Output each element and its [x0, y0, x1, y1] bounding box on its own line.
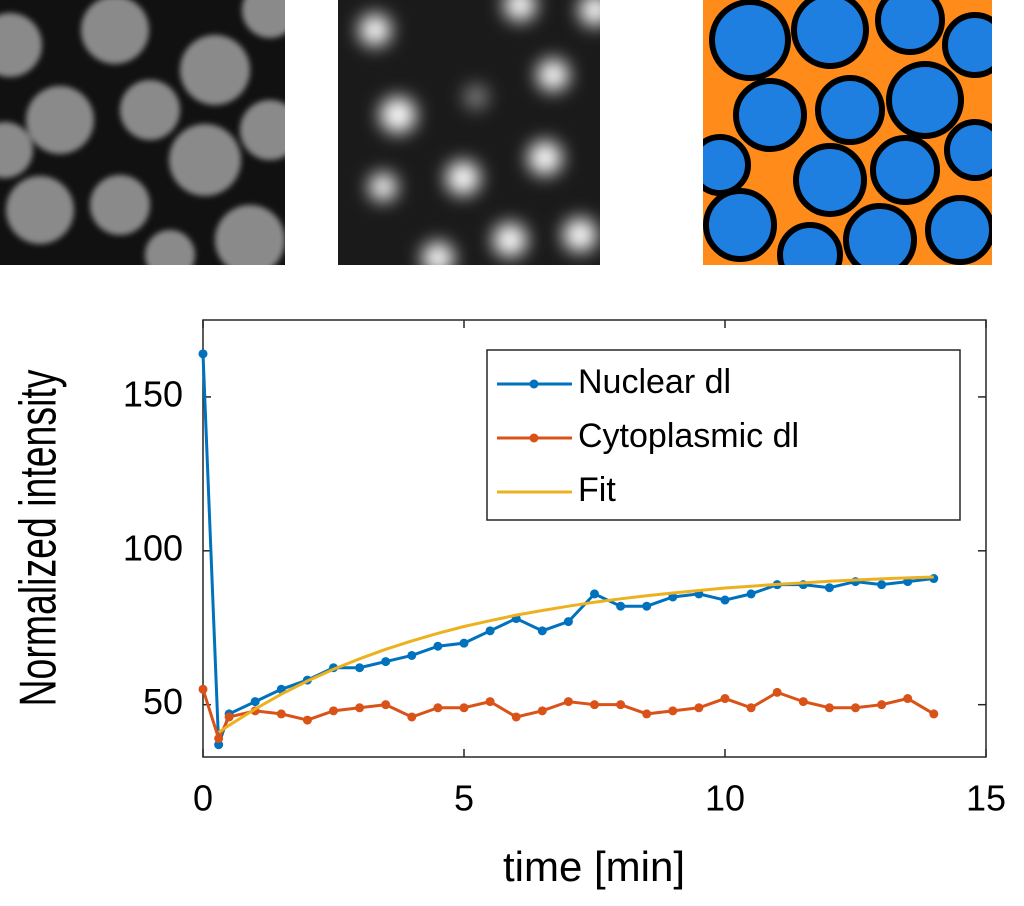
image-nuclei — [338, 0, 600, 265]
data-point — [590, 589, 599, 599]
data-point — [668, 592, 678, 602]
data-point — [746, 703, 756, 713]
x-tick-label: 5 — [454, 778, 474, 819]
data-point — [929, 709, 939, 719]
data-point — [668, 706, 678, 716]
x-tick-label: 0 — [193, 778, 213, 819]
legend-label: Fit — [578, 471, 616, 509]
series-line — [201, 688, 935, 743]
data-point — [642, 709, 652, 719]
legend-label: Nuclear dl — [578, 363, 731, 401]
data-point — [616, 700, 626, 710]
y-tick-label: 150 — [123, 373, 183, 414]
data-point — [903, 694, 913, 704]
data-point — [381, 657, 391, 667]
data-point — [214, 734, 224, 744]
data-point — [459, 703, 469, 713]
image-segmentation — [703, 0, 992, 265]
data-point — [355, 663, 365, 673]
data-point — [485, 697, 495, 707]
data-point — [459, 638, 469, 648]
data-point — [720, 694, 730, 704]
data-point — [537, 706, 547, 716]
x-tick-label: 10 — [705, 778, 745, 819]
data-point — [642, 601, 652, 611]
data-point — [563, 617, 573, 627]
data-point — [198, 349, 208, 359]
data-point — [381, 700, 391, 710]
image-raw — [0, 0, 285, 265]
data-point — [433, 703, 443, 713]
data-point — [720, 595, 730, 605]
data-point — [407, 712, 417, 722]
data-point — [824, 583, 834, 593]
data-point — [877, 700, 887, 710]
x-tick-label: 15 — [966, 778, 1006, 819]
legend-marker — [529, 379, 539, 389]
data-point — [511, 712, 521, 722]
series-line — [217, 575, 934, 734]
data-point — [224, 712, 234, 722]
data-point — [694, 703, 704, 713]
data-point — [355, 703, 365, 713]
data-point — [214, 740, 224, 750]
data-point — [433, 641, 443, 651]
data-point — [590, 700, 599, 710]
data-point — [851, 703, 860, 713]
data-point — [198, 684, 208, 694]
data-point — [746, 589, 756, 599]
data-point — [824, 703, 834, 713]
data-point — [302, 715, 312, 725]
y-tick-label: 100 — [123, 527, 183, 568]
data-point — [485, 626, 495, 636]
legend-marker — [529, 433, 539, 443]
x-axis-label: time [min] — [503, 843, 685, 890]
axes-box — [202, 319, 987, 758]
data-point — [798, 697, 808, 707]
data-point — [772, 687, 782, 697]
data-point — [537, 626, 547, 636]
y-tick-label: 50 — [143, 681, 183, 722]
legend-label: Cytoplasmic dl — [578, 417, 799, 455]
data-point — [329, 706, 338, 716]
data-point — [276, 709, 286, 719]
data-point — [877, 580, 887, 590]
data-point — [250, 697, 260, 707]
data-point — [407, 650, 417, 660]
data-point — [616, 601, 626, 611]
y-axis-label: Normalized intensity — [9, 369, 68, 706]
data-point — [563, 697, 573, 707]
